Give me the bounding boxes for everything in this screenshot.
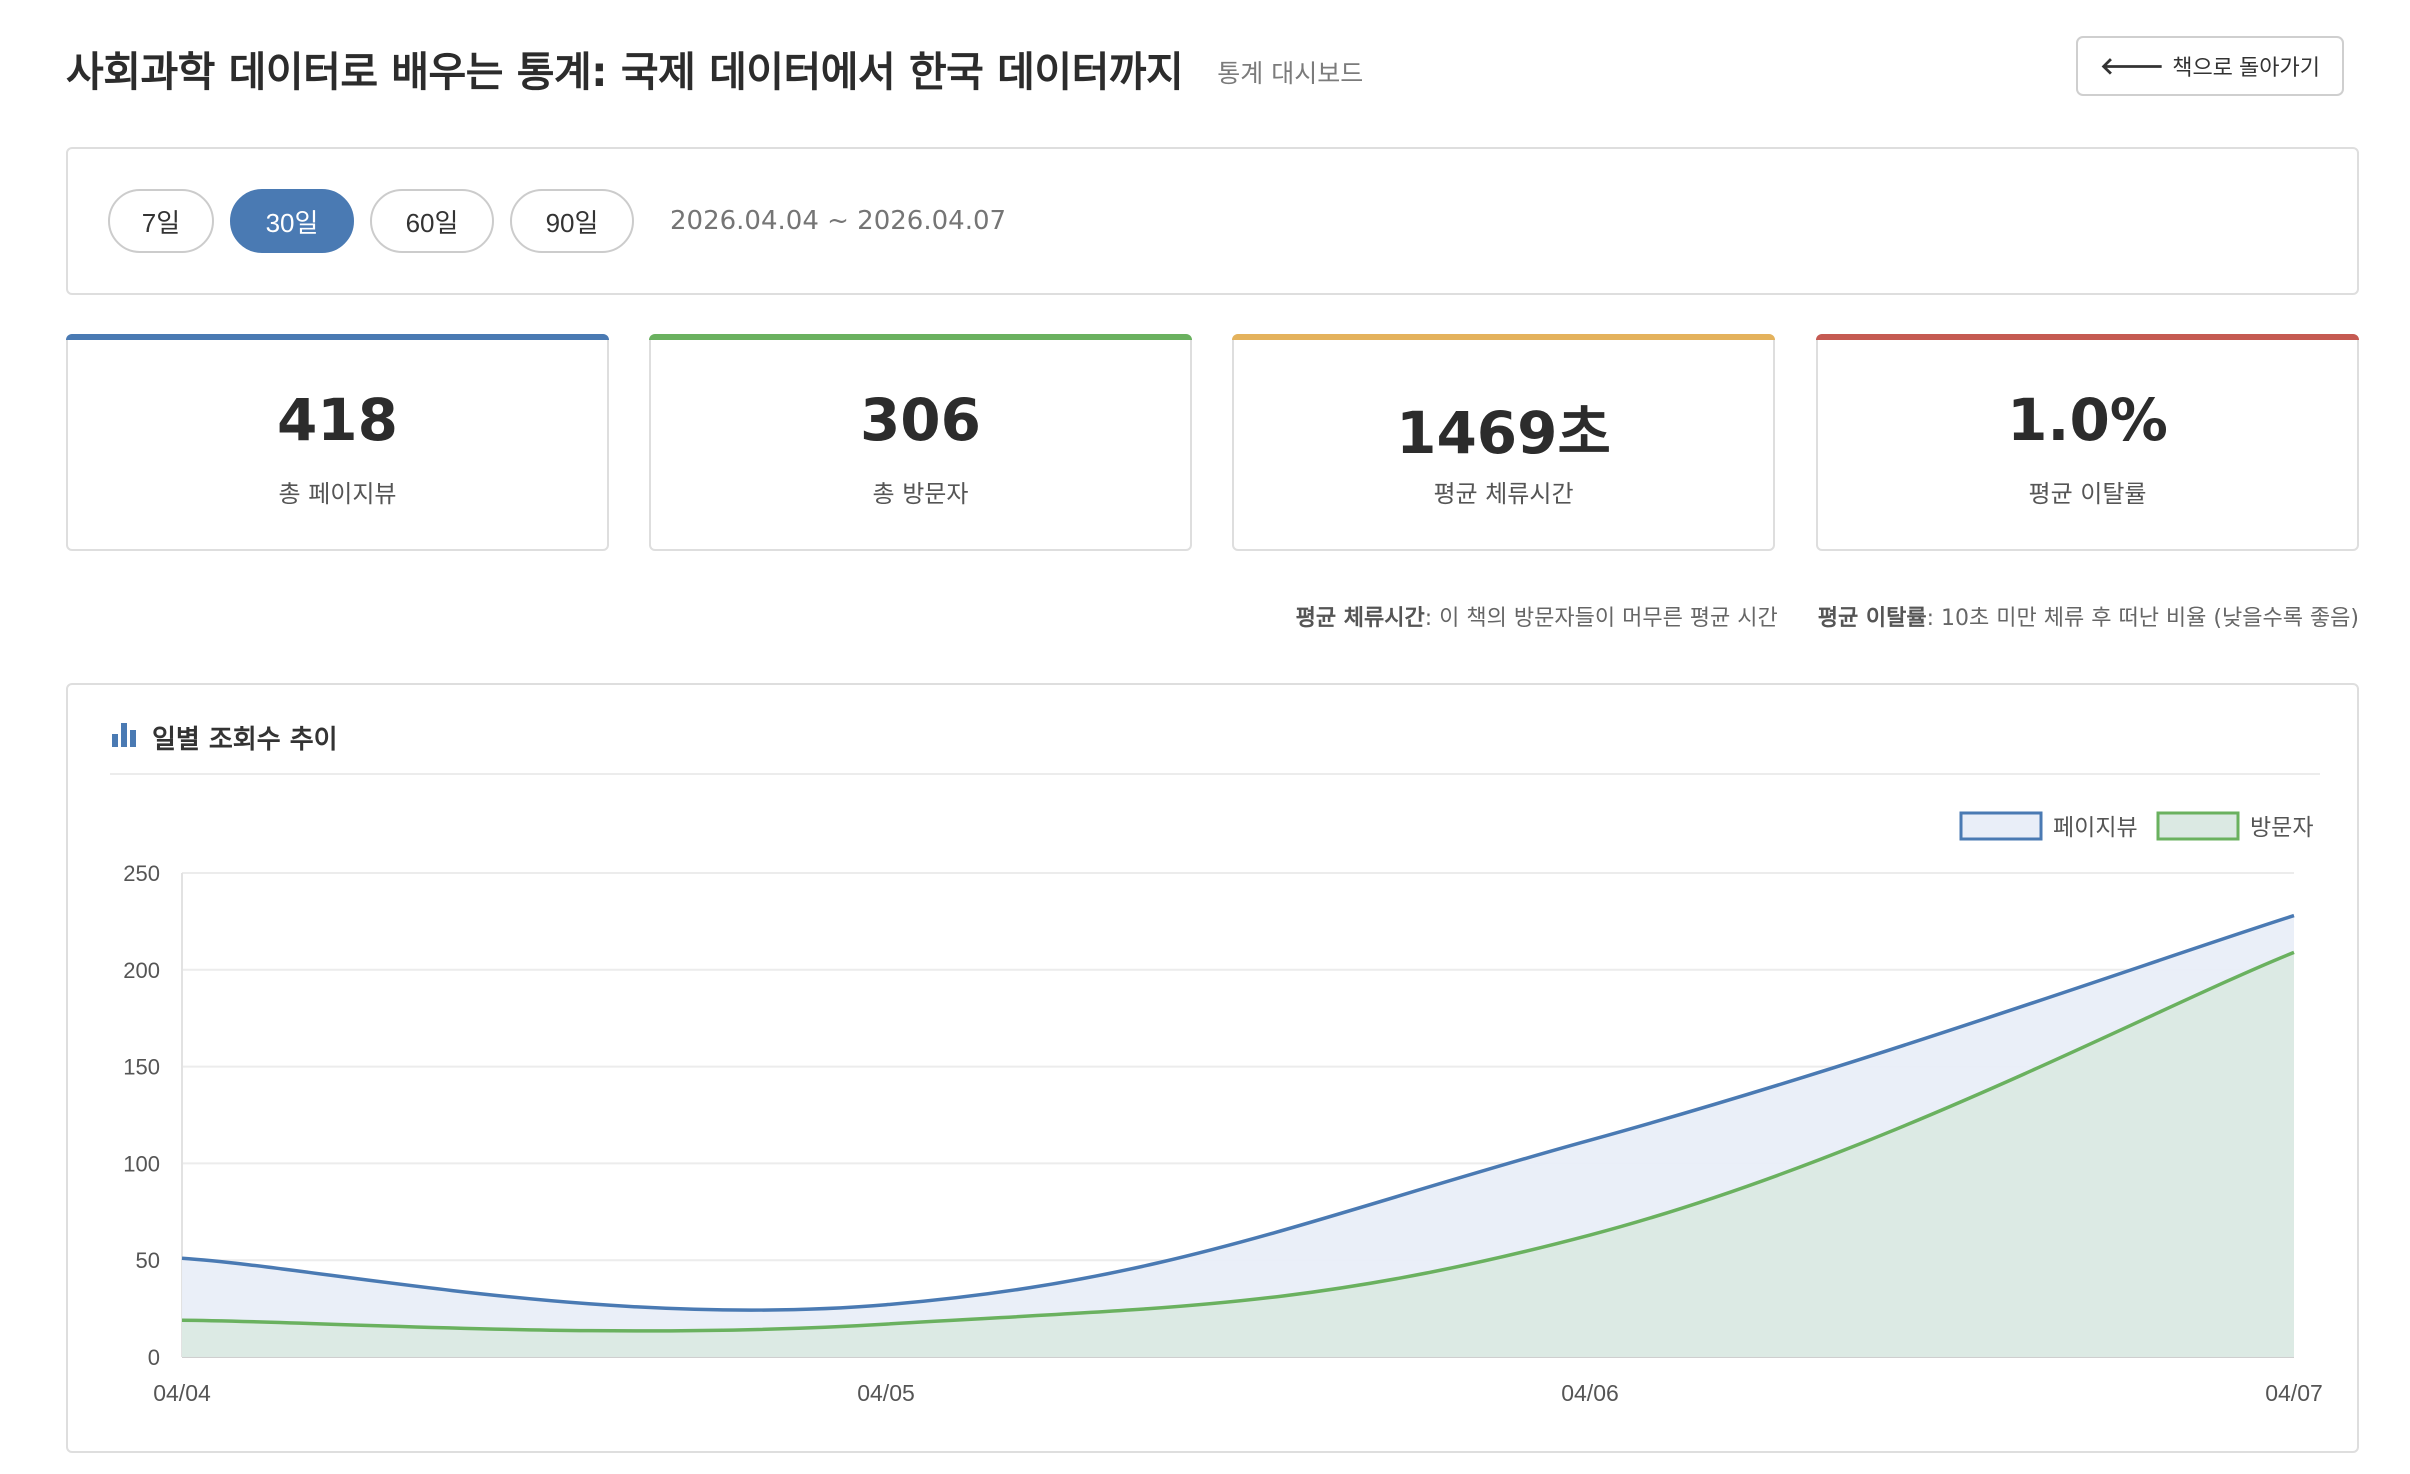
back-to-book-button[interactable]: 🡐 책으로 돌아가기 xyxy=(2075,36,2344,96)
card-accent-bar xyxy=(66,334,609,340)
series-area-1 xyxy=(182,952,2294,1357)
stat-label: 평균 이탈률 xyxy=(2028,480,2147,508)
page-title: 사회과학 데이터로 배우는 통계: 국제 데이터에서 한국 데이터까지 xyxy=(66,48,1184,96)
stat-value: 306 xyxy=(859,386,982,454)
period-label: 30일 xyxy=(265,207,319,238)
period-90d-button[interactable]: 90일 xyxy=(510,189,634,253)
period-label: 60일 xyxy=(405,207,459,238)
note-term: 평균 체류시간 xyxy=(1295,606,1425,631)
stat-label: 총 페이지뷰 xyxy=(278,480,397,508)
note-avg-duration: 평균 체류시간: 이 책의 방문자들이 머무른 평균 시간 xyxy=(1296,600,1778,634)
x-tick-label: 04/07 xyxy=(2265,1380,2323,1406)
chart-header: 일별 조회수 추이 xyxy=(110,719,2320,775)
stat-card-avg-duration: 1469초 평균 체류시간 xyxy=(1232,334,1775,551)
metric-notes: 평균 체류시간: 이 책의 방문자들이 머무른 평균 시간 평균 이탈률: 10… xyxy=(1296,600,2359,634)
y-tick-label: 0 xyxy=(148,1345,160,1370)
stat-value: 1469초 xyxy=(1396,399,1611,467)
stat-card-bounce-rate: 1.0% 평균 이탈률 xyxy=(1816,334,2359,551)
legend-label: 방문자 xyxy=(2250,814,2313,840)
page-subtitle: 통계 대시보드 xyxy=(1217,59,1364,88)
y-tick-label: 150 xyxy=(123,1055,160,1080)
daily-views-chart-card: 일별 조회수 추이 0 50 100 150 200 250 04/04 04/05 04/06… xyxy=(66,683,2359,1453)
back-button-label: 책으로 돌아가기 xyxy=(2172,55,2320,80)
stat-card-visitors: 306 총 방문자 xyxy=(649,334,1192,551)
series-line-0 xyxy=(181,913,2295,1312)
date-range: 2026.04.04 ~ 2026.04.07 xyxy=(670,206,1007,236)
line-chart: 0 50 100 150 200 250 04/04 04/05 04/06 04/07 페이지뷰 방… xyxy=(123,811,2323,1406)
period-filter-panel: 7일 30일 60일 90일 2026.04.04 ~ 2026.04.07 xyxy=(66,147,2359,295)
series-line-1 xyxy=(181,950,2295,1333)
stat-label: 총 방문자 xyxy=(872,480,969,508)
legend-swatch xyxy=(1959,811,2043,841)
y-tick-label: 100 xyxy=(123,1151,160,1176)
period-30d-button[interactable]: 30일 xyxy=(230,189,354,253)
period-7d-button[interactable]: 7일 xyxy=(108,189,214,253)
stat-label: 평균 체류시간 xyxy=(1433,480,1574,508)
stat-card-pageviews: 418 총 페이지뷰 xyxy=(66,334,609,551)
period-label: 7일 xyxy=(141,207,181,238)
arrow-left-icon: 🡐 xyxy=(2099,53,2165,80)
y-tick-label: 200 xyxy=(123,958,160,983)
chart-title: 일별 조회수 추이 xyxy=(152,725,338,755)
stat-value: 1.0% xyxy=(2007,386,2168,454)
y-tick-label: 250 xyxy=(123,861,160,886)
x-tick-label: 04/04 xyxy=(153,1380,211,1406)
note-term: 평균 이탈률 xyxy=(1817,606,1927,631)
header: 사회과학 데이터로 배우는 통계: 국제 데이터에서 한국 데이터까지 통계 대… xyxy=(66,36,2344,100)
note-desc: : 10초 미만 체류 후 떠난 비율 (낮을수록 좋음) xyxy=(1926,606,2359,631)
y-tick-label: 50 xyxy=(136,1248,160,1273)
note-bounce-rate: 평균 이탈률: 10초 미만 체류 후 떠난 비율 (낮을수록 좋음) xyxy=(1818,600,2359,634)
card-accent-bar xyxy=(1232,334,1775,340)
bar-chart-icon xyxy=(112,723,136,747)
note-desc: : 이 책의 방문자들이 머무른 평균 시간 xyxy=(1424,606,1778,631)
x-tick-label: 04/06 xyxy=(1561,1380,1619,1406)
stat-value: 418 xyxy=(276,386,399,454)
legend-label: 페이지뷰 xyxy=(2053,814,2138,840)
card-accent-bar xyxy=(649,334,1192,340)
card-accent-bar xyxy=(1816,334,2359,340)
period-label: 90일 xyxy=(545,207,599,238)
legend-swatch xyxy=(2156,811,2240,841)
x-tick-label: 04/05 xyxy=(857,1380,915,1406)
period-60d-button[interactable]: 60일 xyxy=(370,189,494,253)
